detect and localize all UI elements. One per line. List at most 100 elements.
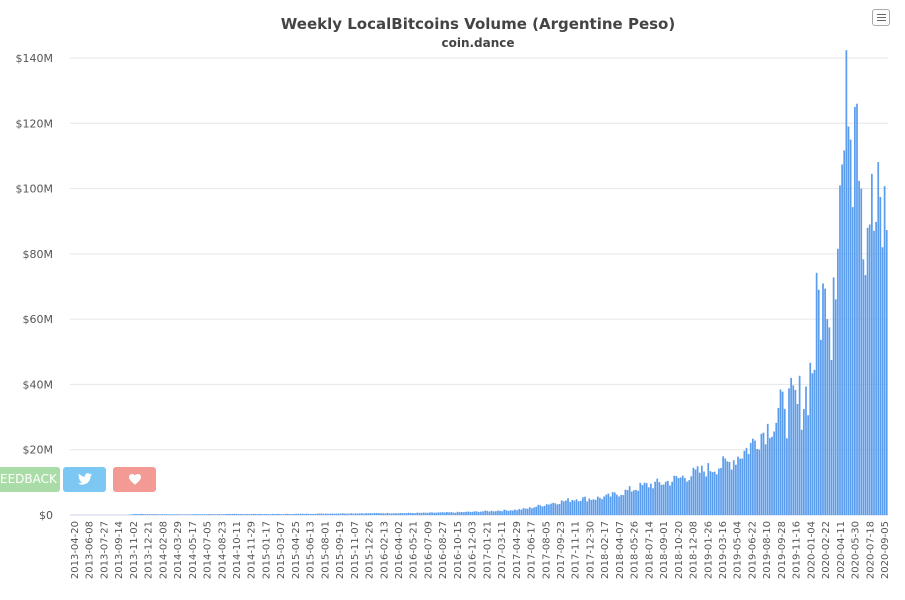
twitter-button[interactable] — [63, 467, 106, 492]
bar — [450, 512, 453, 515]
bar — [265, 513, 268, 515]
x-tick-label: 2016-07-09 — [424, 521, 435, 579]
bar — [762, 432, 765, 515]
bar — [303, 513, 306, 515]
bar — [433, 512, 436, 515]
x-tick-label: 2015-03-07 — [276, 521, 287, 579]
bar — [599, 497, 601, 515]
bar — [705, 476, 707, 515]
bar — [184, 514, 187, 515]
chart-menu-button[interactable] — [872, 9, 890, 26]
bar — [171, 514, 174, 515]
bar — [828, 327, 831, 515]
bar — [435, 512, 438, 515]
bar — [641, 485, 644, 515]
bar — [577, 501, 580, 515]
bar — [511, 510, 514, 515]
y-tick-label: $60M — [23, 313, 54, 326]
x-tick-label: 2016-04-02 — [394, 521, 405, 579]
feedback-button[interactable]: FEEDBACK — [0, 467, 60, 492]
bar — [220, 514, 223, 515]
bar — [188, 514, 191, 515]
bar — [337, 513, 340, 515]
bar — [533, 507, 535, 515]
bar — [208, 514, 210, 515]
x-tick-label: 2020-02-22 — [821, 521, 832, 579]
bar — [346, 513, 348, 515]
bar — [165, 514, 168, 515]
bar — [684, 478, 686, 515]
bar — [497, 510, 499, 515]
bar — [707, 463, 710, 515]
bar — [611, 492, 614, 515]
x-tick-label: 2014-07-05 — [203, 521, 214, 579]
bar — [739, 458, 741, 515]
bar — [222, 514, 225, 515]
bar — [811, 373, 814, 515]
bar — [664, 481, 667, 515]
bar — [575, 499, 578, 515]
x-tick-label: 2018-05-26 — [630, 521, 641, 579]
bar — [235, 513, 238, 515]
bar — [378, 513, 380, 515]
bar — [531, 508, 533, 515]
bar — [741, 458, 744, 515]
x-tick-label: 2014-11-29 — [247, 521, 258, 579]
bar — [320, 513, 323, 515]
bar — [788, 388, 790, 515]
bar — [847, 126, 850, 516]
bar — [528, 507, 531, 515]
heart-button[interactable] — [113, 467, 156, 492]
bar — [728, 462, 731, 515]
x-tick-label: 2016-02-13 — [379, 521, 390, 579]
bar — [783, 408, 786, 515]
bar — [526, 508, 529, 515]
bar — [329, 513, 331, 515]
x-tick-label: 2015-04-25 — [291, 521, 302, 579]
bar — [579, 500, 582, 515]
bar — [541, 506, 544, 515]
bar — [868, 224, 871, 516]
bar — [131, 514, 134, 515]
bar — [290, 514, 293, 515]
x-tick-label: 2019-08-10 — [762, 521, 773, 579]
x-tick-label: 2019-03-16 — [718, 521, 729, 579]
bar — [803, 409, 805, 515]
bar — [832, 277, 835, 515]
bar — [150, 514, 153, 515]
bar — [539, 505, 542, 515]
bar — [480, 511, 482, 515]
bar — [273, 514, 276, 515]
bar — [550, 503, 552, 515]
bar — [813, 369, 816, 515]
y-tick-label: $100M — [16, 183, 54, 196]
bar — [157, 514, 159, 515]
x-tick-label: 2015-06-13 — [306, 521, 317, 579]
bar — [520, 509, 523, 515]
bar — [724, 458, 727, 515]
x-tick-label: 2018-12-08 — [689, 521, 700, 579]
bar — [324, 513, 327, 515]
bar — [826, 319, 829, 515]
bar — [414, 513, 416, 515]
bar — [199, 514, 202, 515]
bar — [571, 500, 574, 515]
bar — [244, 514, 246, 515]
bar — [252, 513, 255, 515]
bar — [879, 197, 882, 515]
bar — [584, 496, 586, 515]
x-tick-label: 2018-02-17 — [600, 521, 611, 579]
bar — [639, 482, 642, 515]
bar — [777, 407, 780, 515]
bar — [392, 513, 395, 515]
bar — [609, 496, 612, 515]
x-tick-label: 2020-07-18 — [865, 521, 876, 579]
bar — [652, 488, 654, 515]
bar — [293, 514, 295, 515]
bar — [161, 514, 164, 515]
bar — [643, 482, 646, 515]
bar — [144, 514, 147, 515]
bar — [386, 512, 389, 515]
bar — [698, 472, 701, 515]
bar — [881, 247, 884, 515]
